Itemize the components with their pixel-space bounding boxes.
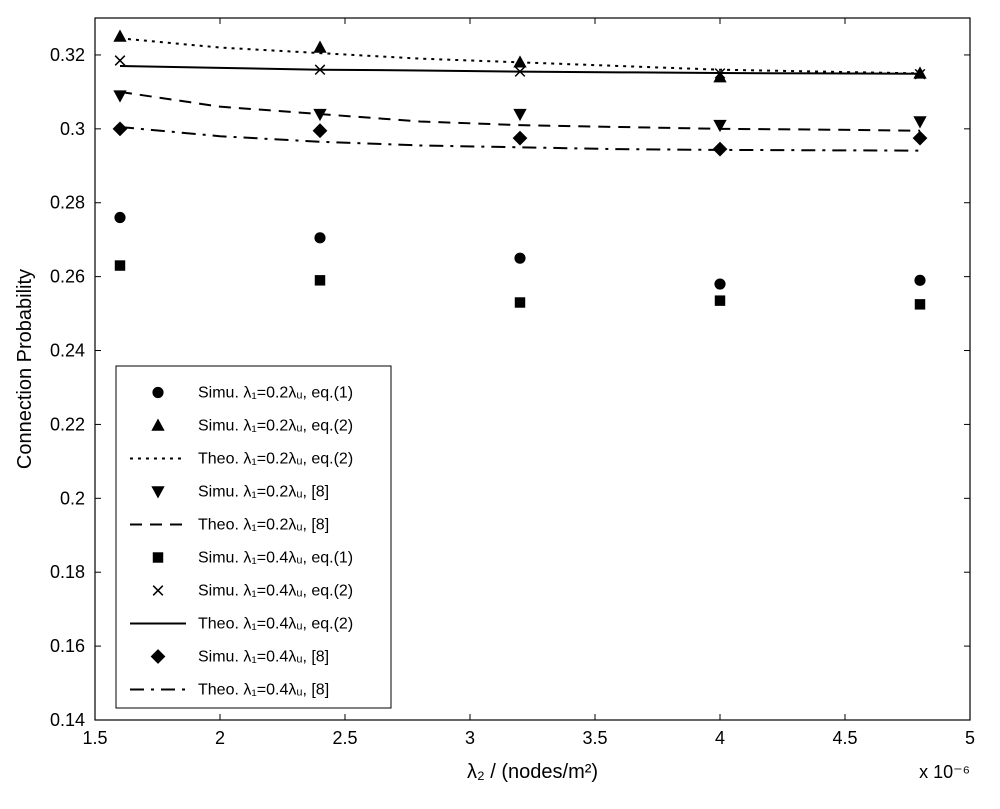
series-s2 <box>113 29 926 82</box>
svg-text:4.5: 4.5 <box>832 728 857 748</box>
series-s6 <box>115 260 925 309</box>
svg-text:0.28: 0.28 <box>50 193 85 213</box>
legend-label: Theo. λ₁=0.2λᵤ, eq.(2) <box>198 451 353 468</box>
legend-label: Theo. λ₁=0.4λᵤ, [8] <box>198 682 329 699</box>
x-exponent: x 10⁻⁶ <box>919 762 970 782</box>
svg-text:0.3: 0.3 <box>60 119 85 139</box>
svg-text:5: 5 <box>965 728 975 748</box>
svg-text:3.5: 3.5 <box>582 728 607 748</box>
legend-label: Simu. λ₁=0.4λᵤ, eq.(2) <box>198 583 353 600</box>
legend-label: Theo. λ₁=0.2λᵤ, [8] <box>198 517 329 534</box>
x-axis-label: λ₂ / (nodes/m²) <box>467 761 598 783</box>
svg-text:4: 4 <box>715 728 725 748</box>
legend-label: Simu. λ₁=0.4λᵤ, [8] <box>198 649 329 666</box>
chart-container: 1.5 2 2.5 3 3.5 4 4.5 5 0.14 0.16 0.18 0.2 0.22 0.24 0… <box>0 0 1000 809</box>
svg-text:0.2: 0.2 <box>60 488 85 508</box>
svg-text:2.5: 2.5 <box>332 728 357 748</box>
svg-text:0.32: 0.32 <box>50 45 85 65</box>
svg-text:0.22: 0.22 <box>50 414 85 434</box>
legend-label: Simu. λ₁=0.2λᵤ, eq.(1) <box>198 385 353 402</box>
series-s9 <box>113 121 928 156</box>
svg-text:0.18: 0.18 <box>50 562 85 582</box>
legend-label: Theo. λ₁=0.4λᵤ, eq.(2) <box>198 616 353 633</box>
connection-probability-chart: 1.5 2 2.5 3 3.5 4 4.5 5 0.14 0.16 0.18 0.2 0.22 0.24 0… <box>0 0 1000 809</box>
svg-text:0.16: 0.16 <box>50 636 85 656</box>
svg-text:3: 3 <box>465 728 475 748</box>
svg-text:1.5: 1.5 <box>82 728 107 748</box>
svg-text:0.26: 0.26 <box>50 267 85 287</box>
legend-label: Simu. λ₁=0.2λᵤ, eq.(2) <box>198 418 353 435</box>
svg-text:2: 2 <box>215 728 225 748</box>
svg-text:0.24: 0.24 <box>50 341 85 361</box>
series-s1 <box>114 212 925 290</box>
y-axis-label: Connection Probability <box>14 269 36 469</box>
svg-text:0.14: 0.14 <box>50 710 85 730</box>
legend-label: Simu. λ₁=0.4λᵤ, eq.(1) <box>198 550 353 567</box>
legend-label: Simu. λ₁=0.2λᵤ, [8] <box>198 484 329 501</box>
